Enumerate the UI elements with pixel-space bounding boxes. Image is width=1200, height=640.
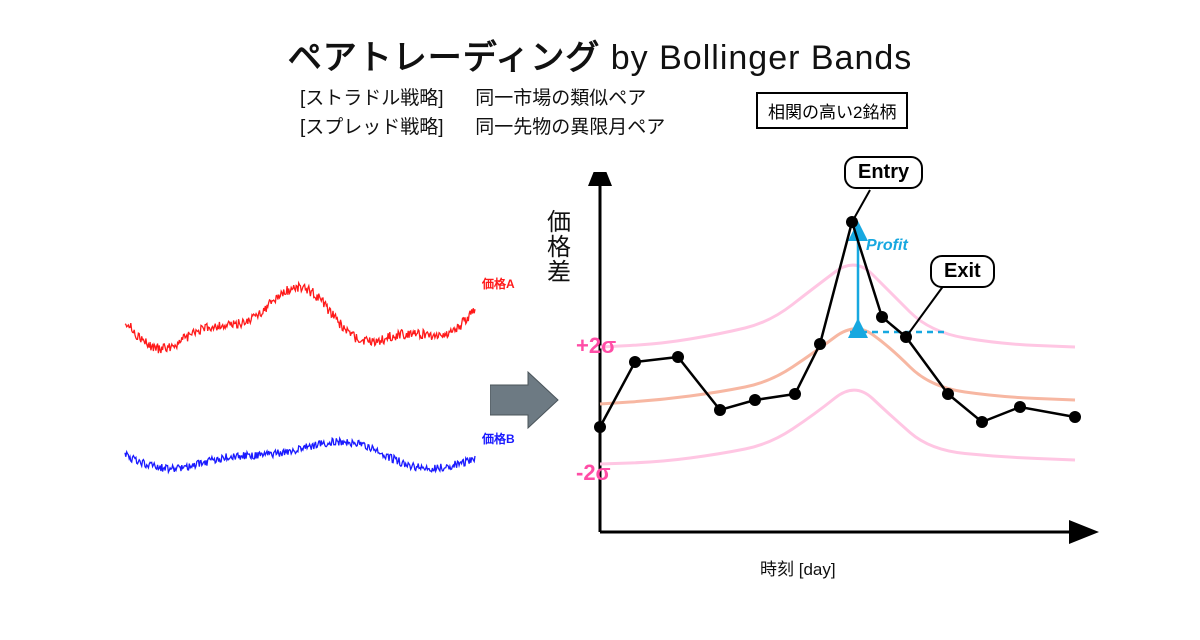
title-jp: ペアトレーディング <box>288 39 601 77</box>
exit-callout: Exit <box>930 255 995 288</box>
strategy-desc: 同一市場の類似ペア <box>475 88 646 109</box>
page-title: ペアトレーディング by Bollinger Bands <box>0 30 1200 79</box>
series-b-label: 価格B <box>482 430 515 447</box>
mid-band <box>600 329 1075 404</box>
diagram-stage: ペアトレーディング by Bollinger Bands [ストラドル戦略] 同… <box>0 0 1200 640</box>
series-a-line <box>125 283 475 353</box>
sigma-plus-label: +2σ <box>576 333 616 359</box>
title-en: by Bollinger Bands <box>600 39 912 77</box>
strategy-bracket: [ストラドル戦略] <box>300 84 470 113</box>
transform-arrow-icon <box>490 370 560 430</box>
lower-band <box>600 390 1075 464</box>
entry-callout: Entry <box>844 156 923 189</box>
price-series-panel <box>120 260 490 520</box>
strategy-list: [ストラドル戦略] 同一市場の類似ペア [スプレッド戦略] 同一先物の異限月ペア <box>300 84 665 143</box>
x-axis-label: 時刻 [day] <box>760 555 836 580</box>
profit-label: Profit <box>866 237 908 255</box>
correlation-box: 相関の高い2銘柄 <box>756 92 908 129</box>
sigma-minus-label: -2σ <box>576 460 611 486</box>
spread-markers <box>594 216 1081 433</box>
strategy-row: [ストラドル戦略] 同一市場の類似ペア <box>300 84 665 113</box>
spread-chart <box>570 172 1100 592</box>
entry-leader <box>852 190 870 222</box>
strategy-desc: 同一先物の異限月ペア <box>475 117 665 138</box>
series-b-line <box>125 438 475 472</box>
strategy-bracket: [スプレッド戦略] <box>300 113 470 142</box>
series-a-label: 価格A <box>482 275 515 292</box>
y-axis-label: 価格差 <box>545 210 573 286</box>
strategy-row: [スプレッド戦略] 同一先物の異限月ペア <box>300 113 665 142</box>
